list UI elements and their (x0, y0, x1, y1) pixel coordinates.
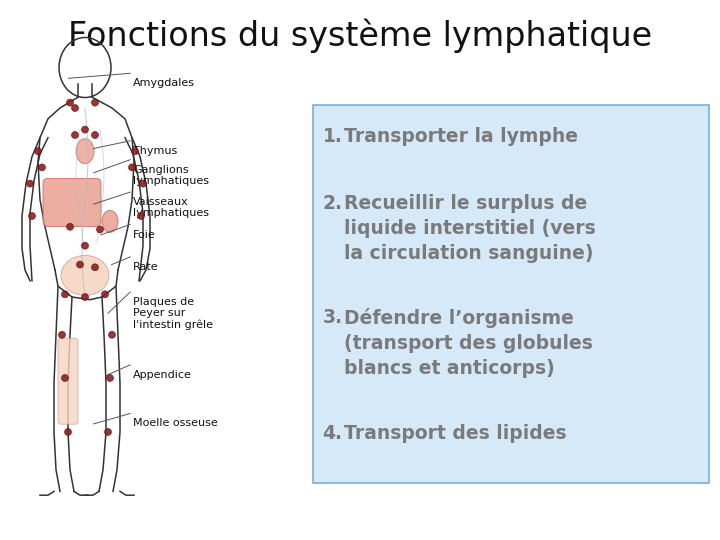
Circle shape (91, 132, 99, 138)
Ellipse shape (76, 139, 94, 164)
Circle shape (104, 429, 112, 435)
Text: Transporter la lymphe: Transporter la lymphe (344, 127, 578, 146)
Circle shape (107, 375, 114, 381)
Circle shape (102, 291, 109, 298)
Circle shape (61, 375, 68, 381)
Circle shape (91, 264, 99, 271)
FancyBboxPatch shape (43, 178, 101, 226)
Circle shape (109, 332, 115, 338)
Text: Appendice: Appendice (133, 370, 192, 380)
Text: Recueillir le surplus de
liquide interstitiel (vers
la circulation sanguine): Recueillir le surplus de liquide interst… (344, 194, 596, 264)
Circle shape (81, 242, 89, 249)
Text: 2.: 2. (323, 194, 343, 213)
Ellipse shape (61, 255, 109, 295)
FancyBboxPatch shape (58, 338, 78, 424)
Circle shape (58, 332, 66, 338)
Circle shape (140, 180, 146, 187)
Circle shape (71, 105, 78, 111)
Text: 4.: 4. (323, 424, 343, 443)
Circle shape (128, 164, 135, 171)
Text: Thymus: Thymus (133, 146, 177, 156)
Circle shape (65, 429, 71, 435)
Circle shape (81, 126, 89, 133)
Text: Fonctions du système lymphatique: Fonctions du système lymphatique (68, 19, 652, 53)
Circle shape (29, 213, 35, 219)
Circle shape (96, 226, 104, 233)
Circle shape (76, 261, 84, 268)
Text: Défendre l’organisme
(transport des globules
blancs et anticorps): Défendre l’organisme (transport des glob… (344, 308, 593, 378)
Text: Amygdales: Amygdales (133, 78, 195, 89)
Ellipse shape (102, 211, 118, 232)
Text: Plaques de
Peyer sur
l'intestin grêle: Plaques de Peyer sur l'intestin grêle (133, 297, 213, 330)
Text: Moelle osseuse: Moelle osseuse (133, 418, 218, 429)
Text: 1.: 1. (323, 127, 343, 146)
Circle shape (66, 99, 73, 106)
Text: Rate: Rate (133, 262, 159, 272)
Text: Foie: Foie (133, 230, 156, 240)
Text: 3.: 3. (323, 308, 343, 327)
Circle shape (132, 148, 138, 154)
Circle shape (71, 132, 78, 138)
Text: Vaisseaux
lymphatiques: Vaisseaux lymphatiques (133, 197, 210, 218)
Circle shape (91, 99, 99, 106)
Text: Ganglions
lymphatiques: Ganglions lymphatiques (133, 165, 210, 186)
Circle shape (66, 224, 73, 230)
Circle shape (81, 294, 89, 300)
Circle shape (35, 148, 42, 154)
Circle shape (27, 180, 34, 187)
Circle shape (138, 213, 145, 219)
Circle shape (61, 291, 68, 298)
FancyBboxPatch shape (313, 105, 709, 483)
Text: Transport des lipides: Transport des lipides (344, 424, 567, 443)
Circle shape (38, 164, 45, 171)
